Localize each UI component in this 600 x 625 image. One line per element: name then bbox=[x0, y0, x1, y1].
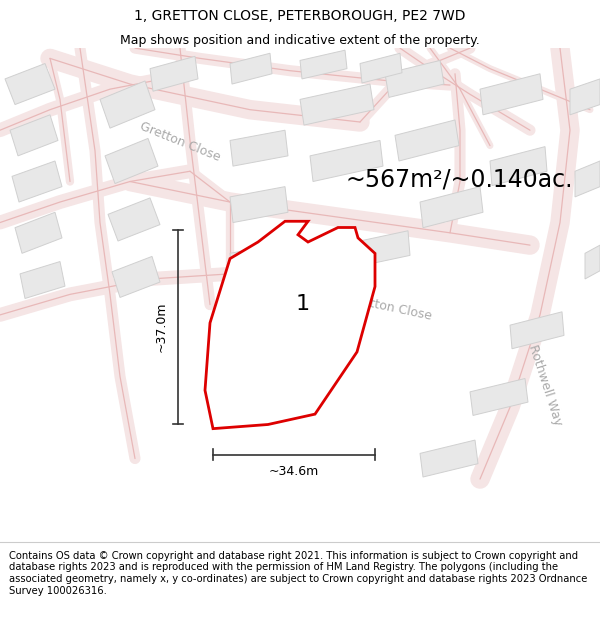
Polygon shape bbox=[575, 161, 600, 197]
Polygon shape bbox=[100, 81, 155, 128]
Polygon shape bbox=[15, 213, 62, 253]
Polygon shape bbox=[205, 221, 375, 429]
Polygon shape bbox=[585, 245, 600, 279]
Polygon shape bbox=[480, 74, 543, 115]
Text: ~37.0m: ~37.0m bbox=[155, 302, 168, 352]
Polygon shape bbox=[490, 147, 547, 186]
Polygon shape bbox=[310, 141, 383, 181]
Polygon shape bbox=[470, 379, 528, 416]
Text: Map shows position and indicative extent of the property.: Map shows position and indicative extent… bbox=[120, 34, 480, 47]
Polygon shape bbox=[300, 84, 374, 125]
Polygon shape bbox=[360, 53, 402, 83]
Polygon shape bbox=[420, 440, 478, 477]
Polygon shape bbox=[150, 56, 198, 91]
Polygon shape bbox=[570, 79, 600, 115]
Text: 1, GRETTON CLOSE, PETERBOROUGH, PE2 7WD: 1, GRETTON CLOSE, PETERBOROUGH, PE2 7WD bbox=[134, 9, 466, 22]
Polygon shape bbox=[385, 61, 444, 98]
Polygon shape bbox=[112, 256, 160, 298]
Polygon shape bbox=[395, 120, 459, 161]
Text: Gretton Close: Gretton Close bbox=[347, 292, 433, 322]
Polygon shape bbox=[5, 64, 55, 104]
Polygon shape bbox=[12, 161, 62, 202]
Text: Gretton Close: Gretton Close bbox=[138, 119, 222, 164]
Text: Rothwell Way: Rothwell Way bbox=[526, 343, 564, 428]
Polygon shape bbox=[20, 261, 65, 299]
Polygon shape bbox=[10, 115, 58, 156]
Text: Contains OS data © Crown copyright and database right 2021. This information is : Contains OS data © Crown copyright and d… bbox=[9, 551, 587, 596]
Polygon shape bbox=[230, 187, 288, 222]
Polygon shape bbox=[420, 187, 483, 228]
Polygon shape bbox=[230, 53, 272, 84]
Polygon shape bbox=[510, 312, 564, 349]
Text: 1: 1 bbox=[295, 294, 310, 314]
Polygon shape bbox=[300, 50, 347, 79]
Polygon shape bbox=[230, 130, 288, 166]
Text: ~34.6m: ~34.6m bbox=[269, 465, 319, 478]
Polygon shape bbox=[350, 231, 410, 268]
Text: ~567m²/~0.140ac.: ~567m²/~0.140ac. bbox=[345, 168, 572, 191]
Polygon shape bbox=[108, 198, 160, 241]
Polygon shape bbox=[230, 243, 288, 279]
Polygon shape bbox=[105, 138, 158, 184]
